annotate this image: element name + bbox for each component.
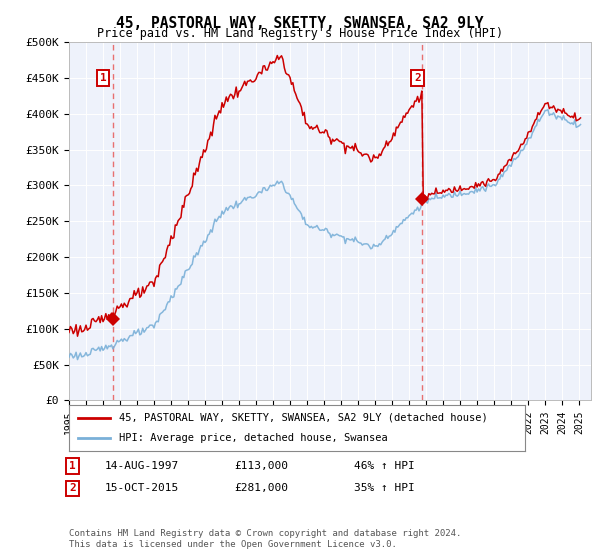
Text: 45, PASTORAL WAY, SKETTY, SWANSEA, SA2 9LY: 45, PASTORAL WAY, SKETTY, SWANSEA, SA2 9… <box>116 16 484 31</box>
Text: HPI: Average price, detached house, Swansea: HPI: Average price, detached house, Swan… <box>119 433 388 443</box>
Text: 1: 1 <box>69 461 76 471</box>
Text: 35% ↑ HPI: 35% ↑ HPI <box>354 483 415 493</box>
Text: 14-AUG-1997: 14-AUG-1997 <box>105 461 179 471</box>
Text: 15-OCT-2015: 15-OCT-2015 <box>105 483 179 493</box>
Text: 1: 1 <box>100 73 106 83</box>
Text: 45, PASTORAL WAY, SKETTY, SWANSEA, SA2 9LY (detached house): 45, PASTORAL WAY, SKETTY, SWANSEA, SA2 9… <box>119 413 488 423</box>
Text: 46% ↑ HPI: 46% ↑ HPI <box>354 461 415 471</box>
Text: £281,000: £281,000 <box>234 483 288 493</box>
Text: Price paid vs. HM Land Registry's House Price Index (HPI): Price paid vs. HM Land Registry's House … <box>97 27 503 40</box>
Text: 2: 2 <box>69 483 76 493</box>
Text: Contains HM Land Registry data © Crown copyright and database right 2024.
This d: Contains HM Land Registry data © Crown c… <box>69 529 461 549</box>
Text: £113,000: £113,000 <box>234 461 288 471</box>
Text: 2: 2 <box>414 73 421 83</box>
